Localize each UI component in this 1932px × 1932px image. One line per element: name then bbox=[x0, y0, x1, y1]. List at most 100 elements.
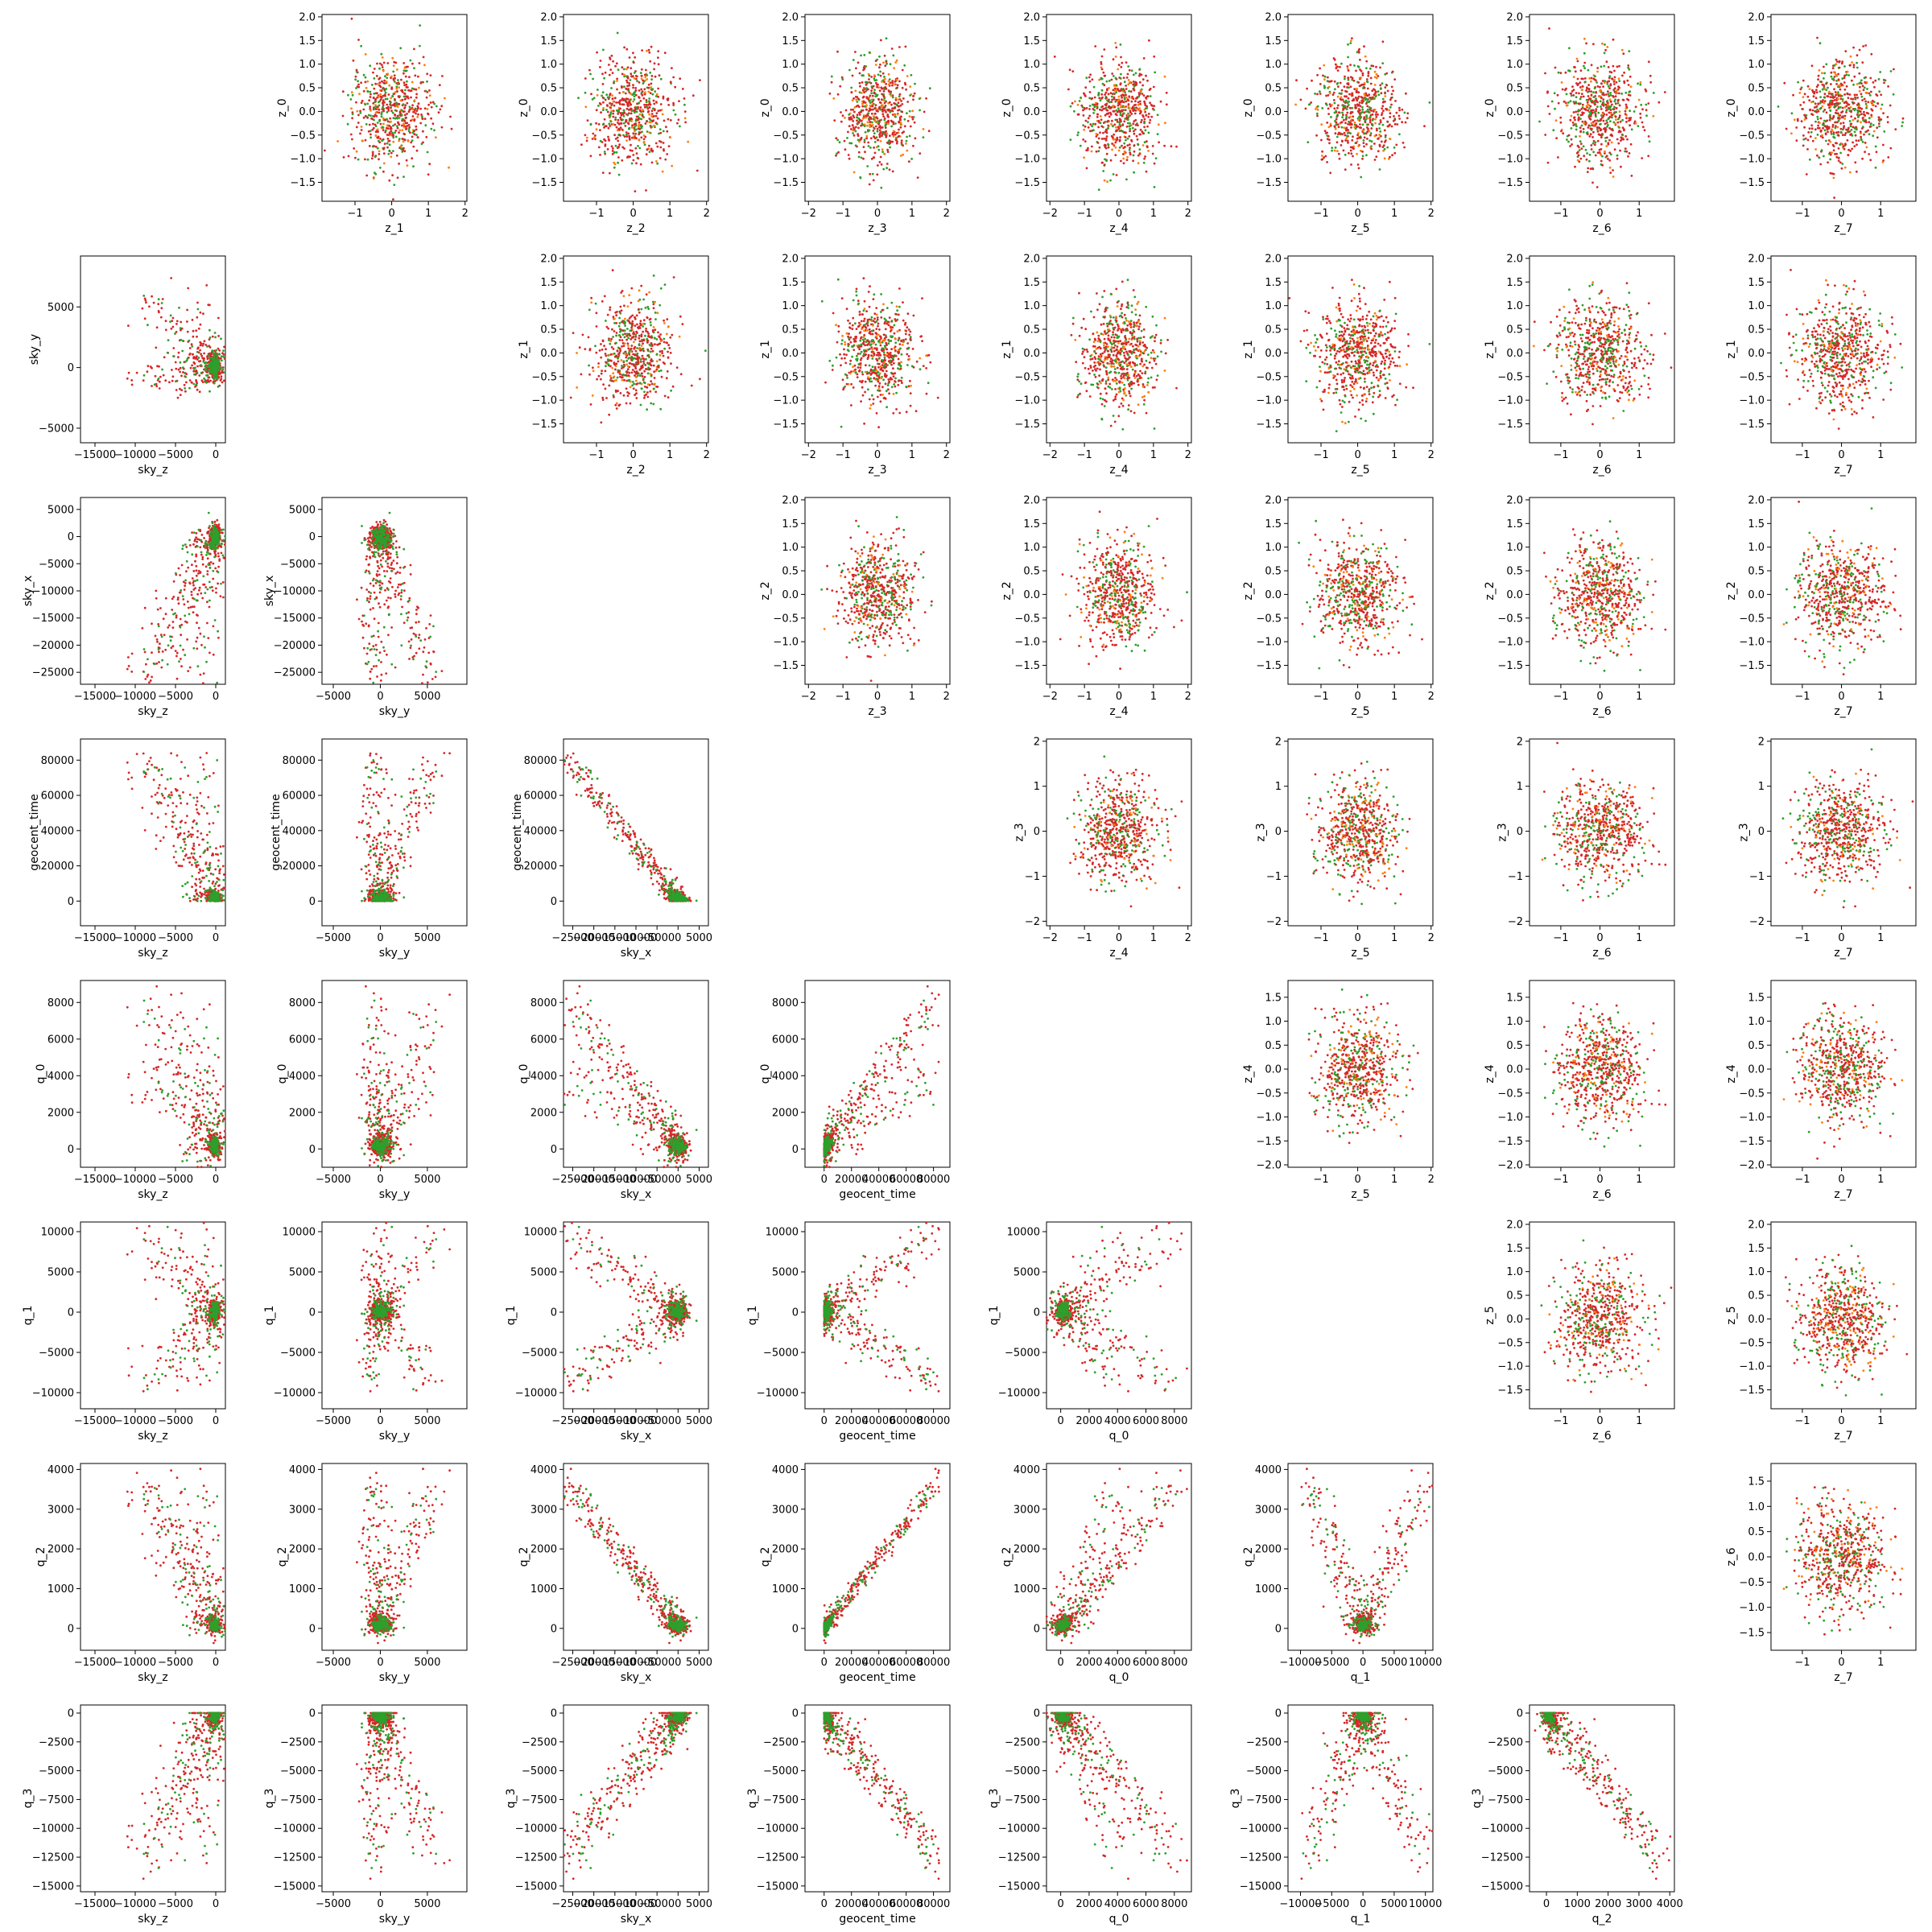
scatter-point bbox=[214, 530, 217, 534]
scatter-point bbox=[209, 531, 213, 535]
scatter-point bbox=[379, 679, 382, 682]
scatter-point bbox=[408, 831, 411, 833]
scatter-point bbox=[387, 580, 390, 583]
scatter-point bbox=[385, 672, 388, 675]
scatter-point bbox=[429, 635, 431, 638]
scatter-point bbox=[390, 778, 394, 781]
scatter-point bbox=[373, 836, 376, 839]
scatter-point bbox=[216, 518, 219, 522]
scatter-point bbox=[395, 867, 398, 870]
scatter-point bbox=[395, 553, 398, 556]
scatter-point bbox=[195, 536, 198, 539]
scatter-point bbox=[388, 613, 390, 616]
scatter-point bbox=[211, 585, 213, 588]
scatter-point bbox=[172, 844, 175, 848]
x-tick-label: −5000 bbox=[316, 691, 351, 703]
scatter-point bbox=[204, 369, 207, 372]
scatter-point bbox=[417, 621, 420, 623]
scatter-point bbox=[146, 675, 149, 678]
scatter-point bbox=[151, 622, 153, 625]
scatter-point bbox=[197, 626, 200, 630]
scatter-point bbox=[130, 1093, 134, 1096]
scatter-point bbox=[394, 830, 397, 832]
scatter-point bbox=[383, 882, 386, 886]
scatter-point bbox=[185, 570, 188, 573]
scatter-point bbox=[375, 530, 378, 533]
scatter-point bbox=[148, 305, 151, 308]
scatter-point bbox=[380, 640, 383, 643]
scatter-point bbox=[192, 844, 196, 848]
scatter-point bbox=[398, 566, 402, 569]
scatter-point bbox=[386, 653, 388, 656]
scatter-point bbox=[211, 589, 214, 592]
scatter-point bbox=[580, 794, 583, 797]
scatter-point bbox=[382, 570, 386, 572]
scatter-point bbox=[211, 852, 214, 855]
scatter-point bbox=[155, 589, 158, 592]
scatter-point bbox=[177, 834, 180, 836]
scatter-point bbox=[384, 588, 386, 592]
scatter-point bbox=[188, 613, 191, 616]
scatter-point bbox=[208, 863, 211, 866]
x-tick-label: 5000 bbox=[686, 932, 712, 944]
scatter-point bbox=[367, 590, 370, 593]
scatter-point bbox=[186, 881, 189, 884]
scatter-point bbox=[197, 871, 200, 874]
x-tick-label: −10000 bbox=[114, 1174, 156, 1186]
scatter-point bbox=[217, 894, 221, 897]
scatter-point bbox=[198, 390, 201, 394]
scatter-point bbox=[395, 551, 398, 554]
panel-q_0-vs-sky_z: −15000−10000 −5000 002000400060008000sky_z… bbox=[35, 980, 226, 1201]
scatter-point bbox=[373, 551, 376, 554]
scatter-point bbox=[427, 795, 431, 799]
scatter-point bbox=[427, 774, 431, 778]
scatter-point bbox=[410, 638, 413, 641]
scatter-point bbox=[196, 861, 199, 864]
scatter-point bbox=[143, 829, 147, 832]
scatter-point bbox=[366, 646, 369, 650]
scatter-point bbox=[646, 865, 649, 869]
scatter-point bbox=[576, 761, 579, 763]
scatter-point bbox=[378, 535, 381, 539]
scatter-point bbox=[373, 530, 376, 534]
scatter-point bbox=[212, 539, 215, 542]
scatter-point bbox=[188, 539, 191, 542]
scatter-point bbox=[620, 820, 623, 823]
scatter-point bbox=[198, 588, 200, 592]
scatter-point bbox=[130, 383, 134, 386]
scatter-point bbox=[370, 806, 374, 809]
scatter-point bbox=[212, 625, 215, 628]
scatter-point bbox=[415, 651, 418, 654]
scatter-point bbox=[142, 295, 146, 297]
scatter-point bbox=[368, 572, 371, 575]
scatter-point bbox=[435, 671, 438, 673]
scatter-point bbox=[157, 648, 160, 650]
scatter-point bbox=[208, 880, 211, 882]
scatter-point bbox=[375, 847, 378, 850]
scatter-point bbox=[384, 520, 387, 523]
scatter-point bbox=[179, 617, 182, 621]
scatter-point bbox=[367, 864, 370, 866]
scatter-point bbox=[376, 574, 378, 577]
scatter-point bbox=[180, 374, 183, 378]
scatter-point bbox=[175, 380, 177, 383]
scatter-point bbox=[408, 599, 411, 602]
x-tick-label: 0 bbox=[377, 932, 383, 944]
scatter-point bbox=[171, 325, 175, 328]
scatter-point bbox=[375, 771, 378, 774]
scatter-point bbox=[179, 327, 182, 329]
scatter-point bbox=[196, 540, 199, 543]
scatter-point bbox=[206, 588, 209, 591]
scatter-point bbox=[192, 335, 195, 338]
scatter-point bbox=[426, 760, 429, 762]
scatter-point bbox=[172, 355, 175, 357]
scatter-point bbox=[145, 301, 147, 304]
scatter-point bbox=[204, 546, 207, 549]
scatter-point bbox=[380, 886, 382, 890]
scatter-point bbox=[158, 650, 160, 654]
scatter-point bbox=[217, 364, 221, 366]
scatter-point bbox=[627, 831, 630, 833]
y-tick-label: 5000 bbox=[47, 302, 74, 314]
scatter-point bbox=[217, 582, 219, 585]
scatter-point bbox=[390, 873, 393, 876]
